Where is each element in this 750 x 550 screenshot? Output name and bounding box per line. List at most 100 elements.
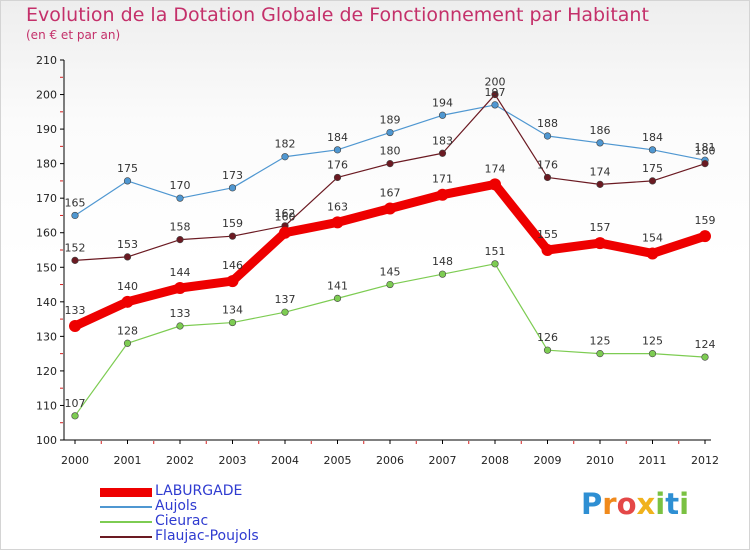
- legend-label: Flaujac-Poujols: [155, 528, 259, 544]
- data-label: 188: [537, 117, 558, 130]
- data-label: 175: [642, 162, 663, 175]
- data-label: 148: [432, 255, 453, 268]
- data-point: [281, 308, 289, 316]
- data-label: 163: [327, 200, 348, 213]
- data-label: 155: [537, 228, 558, 241]
- x-tick-label: 2003: [219, 454, 247, 467]
- x-tick-label: 2008: [481, 454, 509, 467]
- data-label: 176: [327, 158, 348, 171]
- data-label: 184: [327, 131, 348, 144]
- data-label: 182: [275, 138, 296, 151]
- legend-item: LABURGADE: [100, 484, 320, 499]
- data-label: 162: [275, 207, 296, 220]
- data-point: [596, 180, 604, 188]
- data-label: 197: [485, 86, 506, 99]
- data-point: [123, 177, 132, 185]
- data-point: [69, 320, 81, 332]
- chart-title: Evolution de la Dotation Globale de Fonc…: [26, 4, 649, 26]
- data-label: 125: [642, 335, 663, 348]
- data-label: 200: [485, 76, 506, 89]
- data-label: 167: [380, 187, 401, 200]
- data-label: 194: [432, 96, 453, 109]
- series-layer: [69, 90, 711, 420]
- proxiti-logo: Proxiti: [581, 487, 690, 521]
- series-cieurac: [71, 260, 709, 420]
- data-point: [491, 101, 499, 109]
- data-point: [279, 226, 291, 239]
- y-tick-label: 150: [36, 261, 57, 274]
- data-label: 144: [170, 266, 191, 279]
- data-point: [701, 353, 709, 361]
- data-label: 145: [380, 266, 401, 279]
- data-label: 151: [485, 245, 506, 258]
- data-point: [438, 270, 447, 278]
- y-tick-label: 200: [36, 89, 57, 102]
- data-point: [438, 111, 447, 119]
- y-tick-label: 160: [36, 227, 57, 240]
- data-label: 165: [65, 196, 86, 209]
- data-label: 158: [170, 221, 191, 234]
- data-point: [386, 160, 394, 168]
- data-point: [71, 412, 79, 420]
- data-point: [228, 184, 237, 192]
- data-point: [648, 146, 657, 154]
- data-point: [71, 256, 79, 264]
- data-label: 152: [65, 241, 86, 254]
- data-label: 173: [222, 169, 243, 182]
- data-label: 126: [537, 331, 558, 344]
- data-label: 186: [590, 124, 611, 137]
- x-tick-label: 2001: [114, 454, 142, 467]
- x-tick-label: 2010: [586, 454, 614, 467]
- data-point: [646, 247, 659, 260]
- legend-item: Cieurac: [100, 514, 320, 529]
- data-label: 133: [170, 307, 191, 320]
- data-point: [384, 202, 396, 215]
- series-flaujac-poujols: [71, 90, 709, 264]
- data-point: [491, 90, 499, 99]
- data-label: 181: [695, 141, 716, 154]
- data-label: 175: [117, 162, 138, 175]
- data-label: 154: [642, 231, 663, 244]
- axes: 100 110 120 130 140 150 160 170 180 190 200 210 2000…: [36, 54, 719, 467]
- data-label: 141: [327, 279, 348, 292]
- data-point: [226, 275, 239, 288]
- legend-label: Aujols: [155, 498, 198, 514]
- data-label: 176: [537, 158, 558, 171]
- y-tick-label: 100: [36, 434, 57, 447]
- data-label: 184: [642, 131, 663, 144]
- data-point: [386, 280, 394, 289]
- x-tick-label: 2007: [429, 454, 457, 467]
- data-label: 128: [117, 324, 138, 337]
- legend-swatch: [100, 487, 152, 497]
- data-label: 183: [432, 134, 453, 147]
- data-label: 159: [222, 217, 243, 230]
- legend: LABURGADE Aujols Cieurac Flaujac-Poujols: [100, 484, 320, 544]
- data-point: [543, 173, 552, 182]
- data-point: [596, 350, 604, 358]
- data-point: [333, 146, 342, 154]
- x-tick-label: 2004: [271, 454, 299, 467]
- legend-item: Aujols: [100, 499, 320, 514]
- data-label-layer: 165 175 170 173 182 184 189 194 197 188 186 184 181 1…: [65, 76, 716, 410]
- data-label: 170: [170, 179, 191, 192]
- series-laburgade: [69, 178, 711, 332]
- data-label: 153: [117, 238, 138, 251]
- data-point: [489, 178, 501, 191]
- data-label: 174: [590, 165, 611, 178]
- data-point: [701, 160, 709, 168]
- data-point: [331, 216, 344, 229]
- data-label: 189: [380, 114, 401, 127]
- data-label: 125: [590, 335, 611, 348]
- legend-swatch: [100, 506, 152, 508]
- y-tick-label: 180: [36, 158, 57, 171]
- x-tick-label: 2009: [534, 454, 562, 467]
- data-point: [596, 139, 604, 147]
- data-point: [648, 350, 657, 358]
- data-point: [333, 294, 342, 302]
- data-point: [386, 128, 394, 137]
- data-point: [281, 153, 289, 161]
- data-point: [121, 295, 134, 308]
- data-point: [176, 322, 184, 330]
- data-point: [594, 237, 606, 250]
